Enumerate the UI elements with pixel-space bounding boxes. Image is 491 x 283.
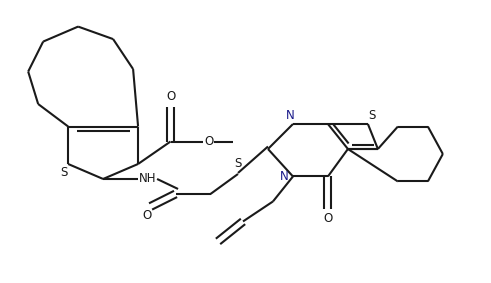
Text: N: N <box>286 108 295 121</box>
Text: O: O <box>204 135 214 148</box>
Text: O: O <box>166 90 175 103</box>
Text: S: S <box>368 108 376 121</box>
Text: NH: NH <box>139 172 157 185</box>
Text: S: S <box>234 157 242 170</box>
Text: O: O <box>142 209 151 222</box>
Text: N: N <box>279 170 288 183</box>
Text: O: O <box>323 213 332 226</box>
Text: S: S <box>60 166 68 179</box>
